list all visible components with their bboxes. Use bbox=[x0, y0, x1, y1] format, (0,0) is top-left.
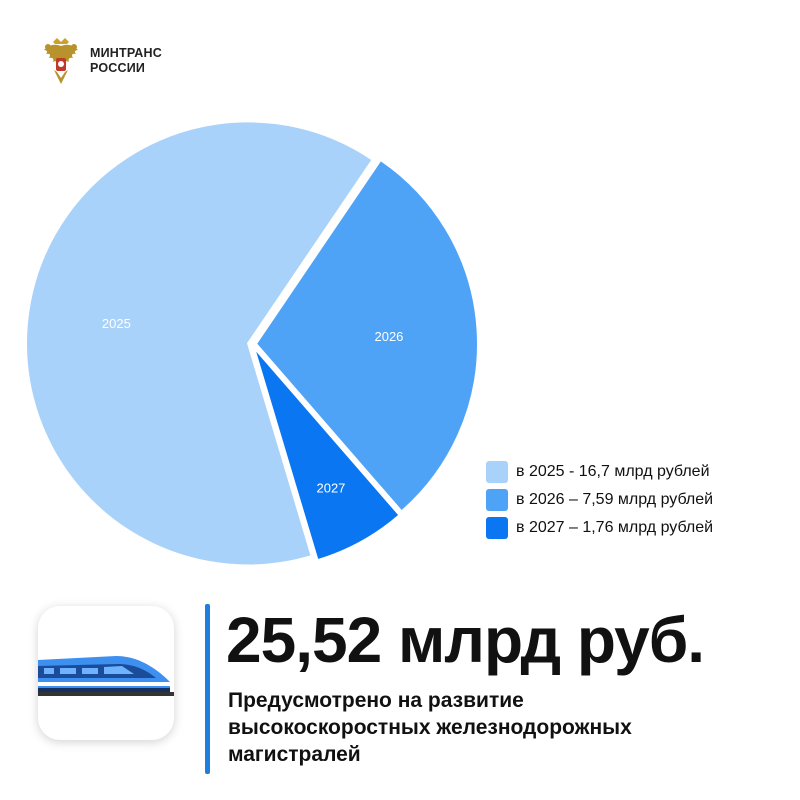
legend-swatch-2026 bbox=[486, 489, 508, 511]
double-headed-eagle-icon bbox=[44, 38, 78, 84]
total-amount: 25,52 млрд руб. bbox=[226, 604, 705, 676]
logo-line-1: МИНТРАНС bbox=[90, 46, 162, 60]
description-line-3: магистралей bbox=[228, 743, 361, 766]
description-line-2: высокоскоростных железнодорожных bbox=[228, 716, 632, 739]
legend-item-2027: в 2027 – 1,76 млрд рублей bbox=[486, 517, 714, 539]
legend-swatch-2027 bbox=[486, 517, 508, 539]
legend-item-2025: в 2025 - 16,7 млрд рублей bbox=[486, 461, 713, 483]
ministry-logo: МИНТРАНС РОССИИ bbox=[38, 36, 162, 86]
slice-label-2025: 2025 bbox=[102, 316, 131, 331]
summary-description: Предусмотрено на развитие высокоскоростн… bbox=[228, 687, 768, 768]
pie-slice-2026 bbox=[254, 158, 479, 513]
description-line-1: Предусмотрено на развитие bbox=[228, 689, 524, 712]
pie-slice-2027 bbox=[252, 346, 401, 562]
pie-slice-2025 bbox=[25, 120, 375, 567]
pie-chart: 2026 2027 2025 bbox=[25, 120, 479, 567]
legend-item-2026: в 2026 – 7,59 млрд рублей bbox=[486, 489, 714, 511]
logo-line-2: РОССИИ bbox=[90, 61, 146, 75]
slice-label-2027: 2027 bbox=[316, 481, 345, 496]
legend-swatch-2025 bbox=[486, 461, 508, 483]
accent-divider bbox=[205, 604, 210, 774]
logo-text: МИНТРАНС РОССИИ bbox=[90, 46, 162, 76]
legend-label-2027: в 2027 – 1,76 млрд рублей bbox=[516, 519, 714, 536]
legend-label-2025: в 2025 - 16,7 млрд рублей bbox=[516, 463, 710, 480]
slice-label-2026: 2026 bbox=[374, 329, 403, 344]
train-icon bbox=[38, 656, 174, 696]
legend-label-2026: в 2026 – 7,59 млрд рублей bbox=[516, 491, 714, 508]
chart-legend: в 2025 - 16,7 млрд рублей в 2026 – 7,59 … bbox=[486, 461, 714, 546]
train-card bbox=[38, 606, 174, 740]
